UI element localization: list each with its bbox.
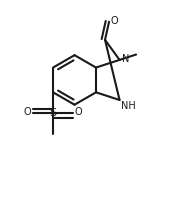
Text: O: O (24, 107, 31, 117)
Text: O: O (111, 16, 118, 26)
Text: O: O (75, 107, 83, 117)
Text: NH: NH (122, 101, 136, 111)
Text: N: N (122, 54, 129, 64)
Text: S: S (50, 108, 57, 118)
